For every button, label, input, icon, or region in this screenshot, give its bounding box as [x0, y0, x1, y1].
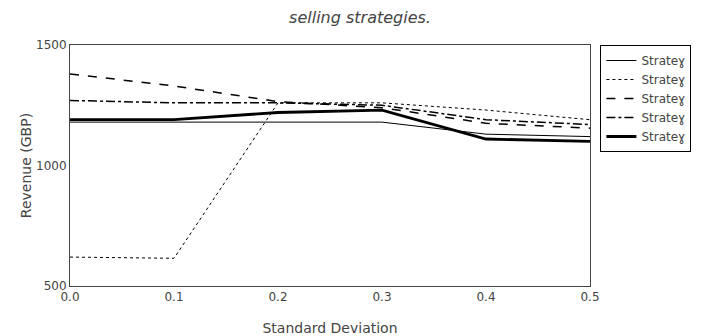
svg-text:Strateɣ: Strateɣ — [641, 130, 685, 144]
svg-text:1000: 1000 — [36, 159, 67, 173]
svg-text:Strateɣ: Strateɣ — [641, 54, 685, 68]
svg-text:Strateɣ: Strateɣ — [641, 73, 685, 87]
svg-text:0.2: 0.2 — [268, 290, 287, 304]
svg-text:Strateɣ: Strateɣ — [641, 92, 685, 106]
svg-text:Standard Deviation: Standard Deviation — [262, 320, 397, 336]
svg-text:0.5: 0.5 — [580, 290, 599, 304]
svg-text:selling strategies.: selling strategies. — [289, 8, 431, 27]
svg-text:1500: 1500 — [36, 38, 67, 52]
svg-text:0.1: 0.1 — [164, 290, 183, 304]
svg-text:0.4: 0.4 — [476, 290, 495, 304]
svg-text:500: 500 — [44, 279, 67, 293]
svg-text:Strateɣ: Strateɣ — [641, 111, 685, 125]
svg-text:Revenue (GBP): Revenue (GBP) — [18, 113, 34, 218]
svg-text:0.3: 0.3 — [372, 290, 391, 304]
svg-text:0.0: 0.0 — [60, 290, 79, 304]
